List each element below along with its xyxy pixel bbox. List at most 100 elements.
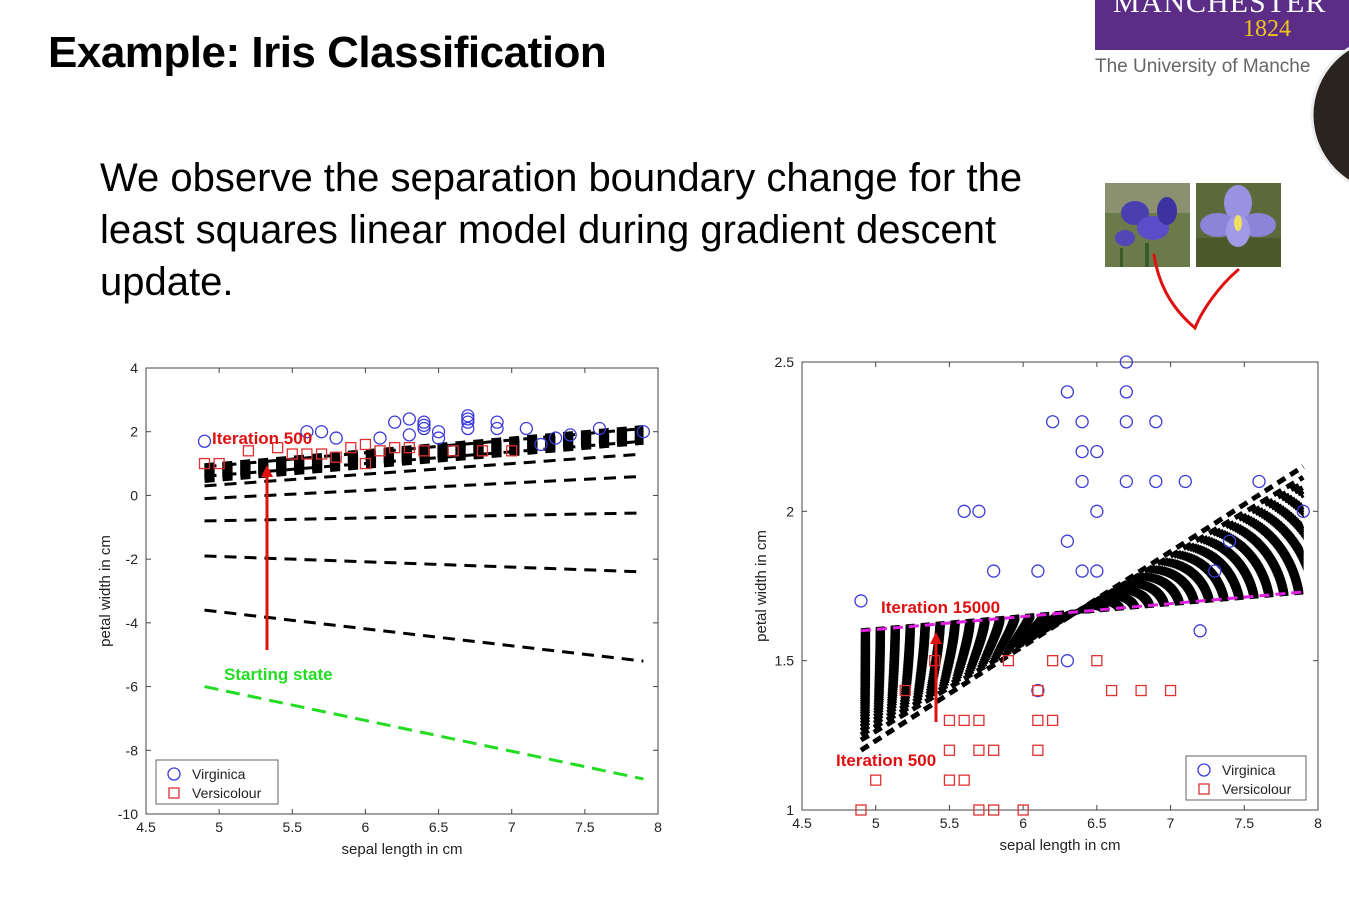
versicolour-point xyxy=(1046,655,1059,667)
y-tick-label: 0 xyxy=(130,487,138,503)
versicolour-point xyxy=(476,445,489,457)
x-tick-label: 7 xyxy=(508,819,516,835)
versicolour-point xyxy=(345,441,357,454)
x-tick-label: 5.5 xyxy=(940,815,960,831)
versicolour-point xyxy=(899,684,911,697)
virginica-point xyxy=(373,431,387,445)
slide-body-text: We observe the separation boundary chang… xyxy=(100,156,1023,304)
versicolour-point xyxy=(359,438,372,451)
virginica-point xyxy=(1045,415,1060,429)
virginica-point xyxy=(1208,564,1222,578)
versicolour-point xyxy=(855,804,867,816)
x-tick-label: 5 xyxy=(872,815,880,831)
boundary-line-final xyxy=(860,590,1304,633)
virginica-point xyxy=(1090,564,1104,578)
virginica-point xyxy=(490,415,504,429)
virginica-point xyxy=(1090,444,1104,459)
versicolour-point xyxy=(198,457,211,470)
x-tick-label: 6.5 xyxy=(1087,815,1107,831)
virginica-point xyxy=(636,425,651,439)
iris-photo-virginica xyxy=(1105,183,1190,267)
y-axis-label: petal width in cm xyxy=(97,535,114,647)
x-tick-label: 8 xyxy=(1314,815,1322,831)
legend-box xyxy=(1185,755,1307,801)
x-axis-label: sepal length in cm xyxy=(342,841,463,858)
versicolour-point xyxy=(973,714,985,727)
boundary-line xyxy=(204,608,644,663)
y-tick-label: 2 xyxy=(130,424,138,440)
versicolour-point xyxy=(988,804,1000,816)
versicolour-point xyxy=(1135,684,1147,697)
annotation-iteration-500: Iteration 500 xyxy=(212,429,312,448)
virginica-point xyxy=(1031,683,1045,698)
x-tick-label: 8 xyxy=(654,819,662,835)
presenter-webcam xyxy=(1310,46,1349,184)
legend-virginica-marker xyxy=(167,767,181,781)
versicolour-point xyxy=(943,714,956,727)
versicolour-point xyxy=(242,445,255,457)
virginica-point xyxy=(1090,504,1104,518)
virginica-point xyxy=(1075,444,1089,459)
y-tick-label: -4 xyxy=(126,615,139,631)
iris-photo-versicolour xyxy=(1196,183,1281,267)
boundary-line xyxy=(859,485,1305,733)
y-tick-label: -2 xyxy=(126,551,139,567)
annotation-arrowhead xyxy=(930,632,942,644)
x-tick-label: 6 xyxy=(1019,815,1027,831)
virginica-point xyxy=(972,504,986,518)
y-tick-label: 2 xyxy=(786,503,794,519)
virginica-point xyxy=(402,412,416,426)
versicolour-point xyxy=(1091,655,1103,667)
x-tick-label: 6 xyxy=(362,819,370,835)
annotation-iteration-15000: Iteration 15000 xyxy=(881,598,1000,617)
versicolour-point xyxy=(418,445,430,457)
virginica-point xyxy=(461,421,475,436)
x-tick-label: 6.5 xyxy=(429,819,449,835)
versicolour-point xyxy=(1032,744,1044,756)
boundary-line xyxy=(859,480,1305,737)
versicolour-point xyxy=(958,774,970,786)
virginica-point xyxy=(987,564,1001,578)
x-tick-label: 4.5 xyxy=(136,819,156,835)
versicolour-point xyxy=(506,445,518,457)
x-tick-label: 7.5 xyxy=(1235,815,1255,831)
y-tick-label: -10 xyxy=(118,806,138,822)
virginica-point xyxy=(1119,415,1133,429)
legend-box xyxy=(155,759,279,805)
versicolour-point xyxy=(943,774,956,786)
virginica-point xyxy=(431,425,446,439)
virginica-point xyxy=(490,421,504,436)
versicolour-point xyxy=(1002,655,1015,667)
virginica-point xyxy=(300,425,314,439)
virginica-point xyxy=(1060,534,1075,548)
virginica-point xyxy=(1075,564,1089,578)
virginica-point xyxy=(417,418,431,432)
chart-gradient-descent-converged: 4.5 5 5.5 6 6.5 7 7.5 8 1 1.5 2 2.5 sepal length in … xyxy=(753,354,1322,854)
legend-label-versicolour: Versicolour xyxy=(1222,781,1292,797)
annotation-iteration-500: Iteration 500 xyxy=(836,751,936,770)
logo-name: MANCHESTER xyxy=(1113,0,1327,19)
versicolour-point xyxy=(374,445,386,457)
virginica-point xyxy=(854,594,868,608)
virginica-point xyxy=(592,421,607,436)
versicolour-point xyxy=(973,804,985,816)
y-axis-label: petal width in cm xyxy=(753,530,770,642)
handwritten-mark xyxy=(1152,253,1240,331)
x-tick-label: 7 xyxy=(1167,815,1175,831)
versicolour-point xyxy=(359,457,372,470)
boundary-line-start xyxy=(204,685,644,781)
legend-label-versicolour: Versicolour xyxy=(192,785,262,801)
versicolour-point xyxy=(943,744,956,756)
virginica-point xyxy=(534,437,548,452)
slide-title: Example: Iris Classification xyxy=(48,28,607,77)
versicolour-point xyxy=(213,457,225,470)
virginica-point xyxy=(1296,504,1310,518)
versicolour-point xyxy=(870,774,882,786)
versicolour-point xyxy=(973,744,985,756)
versicolour-point xyxy=(1046,714,1059,727)
virginica-point xyxy=(1075,474,1089,489)
virginica-point xyxy=(1119,355,1133,369)
virginica-point xyxy=(1060,654,1075,668)
y-tick-label: -8 xyxy=(126,742,139,758)
versicolour-point xyxy=(301,448,313,460)
